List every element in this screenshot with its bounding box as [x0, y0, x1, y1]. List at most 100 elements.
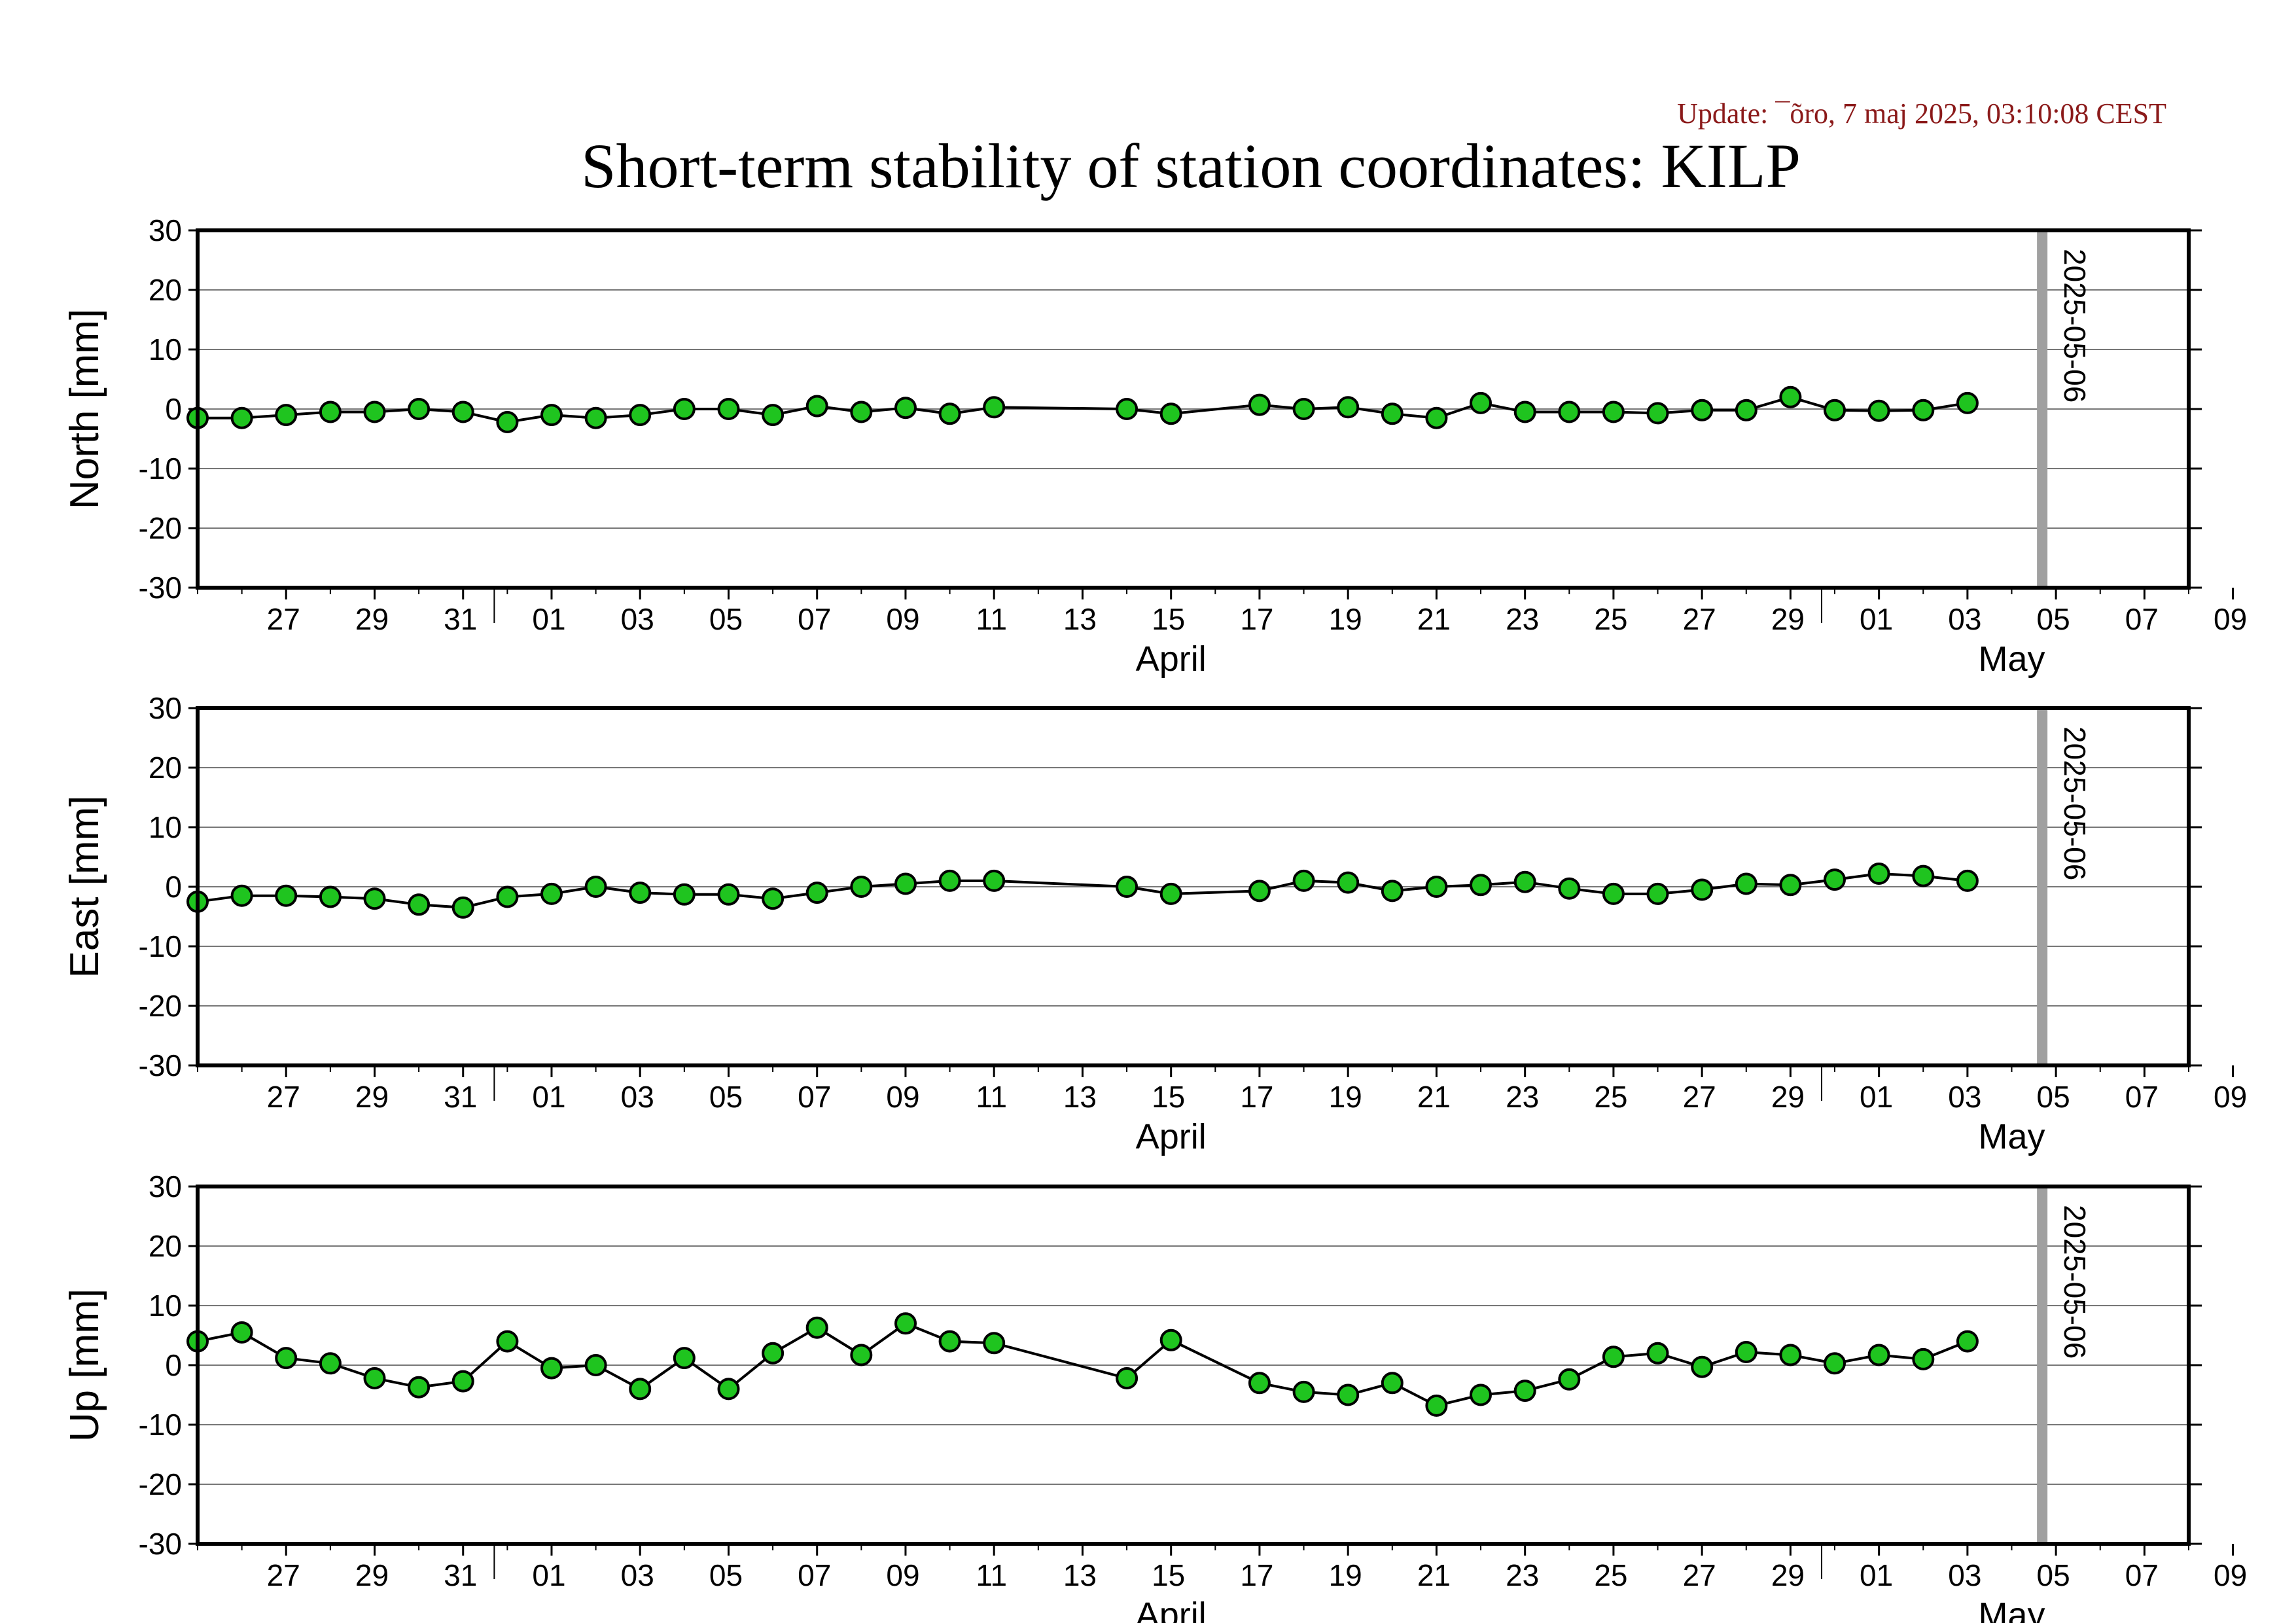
panel3-xtick-label: 17 [1240, 1558, 1273, 1592]
panel2-xtick-label: 17 [1240, 1080, 1273, 1114]
panel1-xtick-label: 17 [1240, 602, 1273, 636]
panel1-data-point [938, 402, 961, 425]
panel3-data-point [1159, 1329, 1182, 1351]
panel2-data-point [540, 882, 563, 905]
panel2-data-point [1159, 882, 1182, 905]
panel2-data-point [584, 876, 607, 898]
panel1-data-point [1425, 406, 1448, 429]
panel1-xtick-label: 05 [709, 602, 743, 636]
panel1-data-point [1381, 402, 1404, 425]
panel3-xtick-label: 07 [2125, 1558, 2159, 1592]
panel1-plot-frame [196, 228, 2191, 590]
panel3-ytick-label: -30 [139, 1527, 182, 1561]
panel1-ytick-label: 10 [149, 332, 182, 366]
panel3-month-label: April [1136, 1596, 1207, 1623]
panel1-xtick-label: 27 [267, 602, 300, 636]
panel2-xtick-label: 15 [1152, 1080, 1185, 1114]
panel1-data-point [894, 397, 917, 419]
panel1-date-marker-label: 2025-05-06 [2058, 249, 2092, 402]
panel2-data-point [629, 882, 652, 904]
panel3-ytick-label: -10 [139, 1408, 182, 1442]
panel2-month-label: May [1979, 1117, 2045, 1156]
panel1-data-point [1292, 398, 1315, 420]
panel3-xtick-label: 03 [1948, 1558, 1981, 1592]
panel3-data-point [983, 1332, 1006, 1355]
panel2-xtick-label: 03 [621, 1080, 654, 1114]
panel3-data-point [1956, 1330, 1979, 1353]
panel1-data-point [1602, 401, 1625, 423]
panel1-xtick-label: 01 [532, 602, 565, 636]
panel2-ytick-label: 20 [149, 751, 182, 785]
panel2-ytick-label: -10 [139, 929, 182, 963]
panel3-data-point [1381, 1372, 1404, 1395]
panel2-data-point [938, 869, 961, 892]
panel2-xtick-label: 31 [444, 1080, 477, 1114]
panel2-data-point [496, 885, 519, 908]
panel3-xtick-label: 05 [709, 1558, 743, 1592]
panel3-xtick-label: 09 [886, 1558, 919, 1592]
panel3-data-point [1735, 1341, 1757, 1363]
panel1-data-point [1691, 399, 1714, 421]
panel1-data-point [451, 401, 474, 423]
panel3-data-point [1292, 1380, 1315, 1403]
panel3-data-point [805, 1316, 828, 1339]
panel1-data-point [540, 404, 563, 427]
panel2-date-marker-label: 2025-05-06 [2058, 726, 2092, 880]
panel3-data-point [717, 1378, 740, 1400]
panel2-data-point [894, 872, 917, 895]
panel3-xtick-label: 05 [2037, 1558, 2070, 1592]
panel3-xtick-label: 13 [1063, 1558, 1097, 1592]
panel3-xtick-label: 07 [798, 1558, 831, 1592]
panel1-xtick-label: 13 [1063, 602, 1097, 636]
panel3-data-point [496, 1330, 519, 1353]
panel2-xtick-label: 03 [1948, 1080, 1981, 1114]
panel3-xtick-label: 01 [532, 1558, 565, 1592]
panel3-data-point [1867, 1344, 1890, 1366]
panel1-data-point [805, 395, 828, 418]
panel1-data-point [1513, 401, 1536, 423]
panel1-data-point [762, 404, 785, 427]
panel2-data-point [1956, 869, 1979, 892]
panel3-ytick-label: 0 [165, 1348, 182, 1382]
panel2-data-point [1248, 880, 1271, 902]
panel1-data-point [1116, 398, 1139, 420]
panel1-month-label: May [1979, 639, 2045, 679]
panel1-data-point [584, 406, 607, 429]
panel2-data-point [1779, 874, 1802, 897]
panel1-ytick-label: 30 [149, 213, 182, 247]
panel3-data-point [275, 1347, 298, 1370]
panel1-data-point [673, 398, 696, 420]
panel2-data-point [983, 869, 1006, 892]
panel3-data-point [1602, 1346, 1625, 1368]
panel2-data-point [1381, 880, 1404, 902]
panel1-data-point [850, 401, 873, 423]
panel1-data-point [1912, 399, 1935, 421]
panel2-xtick-label: 29 [1771, 1080, 1805, 1114]
panel3-xtick-label: 29 [1771, 1558, 1805, 1592]
panel2-xtick-label: 01 [532, 1080, 565, 1114]
panel2-xtick-label: 27 [1683, 1080, 1716, 1114]
panel2-xtick-label: 01 [1860, 1080, 1893, 1114]
panel3-data-point [1513, 1380, 1536, 1402]
panel2-plot-frame [196, 706, 2191, 1067]
panel3-data-point [230, 1321, 253, 1344]
panel1-xtick-label: 01 [1860, 602, 1893, 636]
panel3-data-point [938, 1330, 961, 1353]
panel3-xtick-label: 27 [1683, 1558, 1716, 1592]
panel1-data-point [1248, 393, 1271, 416]
panel3-xtick-label: 01 [1860, 1558, 1893, 1592]
panel2-xtick-label: 07 [2125, 1080, 2159, 1114]
panel2-data-point [1337, 871, 1360, 894]
panel1-data-point [717, 398, 740, 420]
panel1-xtick-label: 19 [1329, 602, 1362, 636]
panel2-month-label: April [1136, 1117, 1207, 1156]
panel2-data-point [1867, 863, 1890, 885]
panel1-data-point [629, 404, 652, 427]
panel1-data-point [1558, 401, 1581, 423]
panel2-data-point [673, 883, 696, 906]
panel1-data-point [1159, 402, 1182, 425]
panel3-ytick-label: 30 [149, 1169, 182, 1204]
panel3-xtick-label: 19 [1329, 1558, 1362, 1592]
panel3-data-point [319, 1352, 342, 1375]
